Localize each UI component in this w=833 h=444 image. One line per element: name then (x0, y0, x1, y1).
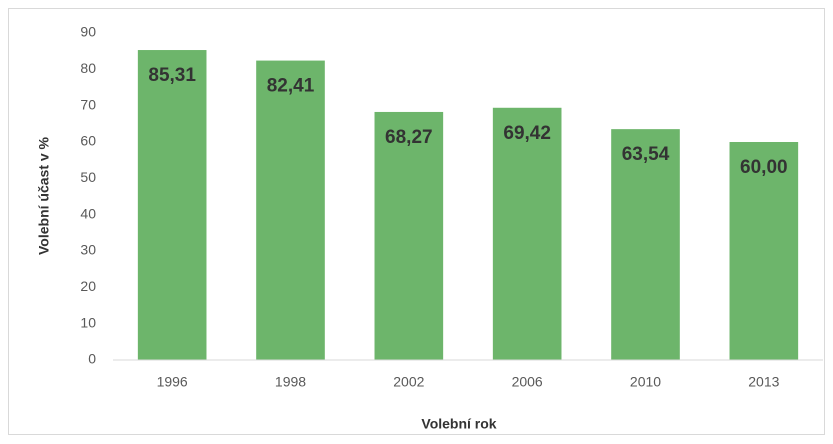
y-tick-label: 40 (80, 205, 96, 221)
y-tick-label: 90 (80, 24, 96, 40)
y-tick-label: 10 (80, 314, 96, 330)
y-tick-label: 20 (80, 278, 96, 294)
y-tick-label: 30 (80, 242, 96, 258)
bar (137, 50, 207, 360)
x-tick-label: 2002 (393, 374, 424, 390)
x-tick-label: 2013 (748, 374, 779, 390)
x-tick-label: 2006 (512, 374, 543, 390)
y-tick-label: 50 (80, 169, 96, 185)
value-label: 82,41 (267, 76, 315, 97)
bar (492, 107, 562, 360)
y-tick-label: 80 (80, 60, 96, 76)
bar (611, 129, 680, 360)
x-axis-title: Volební rok (421, 416, 496, 432)
bar (256, 60, 325, 361)
y-tick-label: 60 (80, 133, 96, 149)
bar (729, 142, 799, 360)
value-label: 69,42 (503, 123, 551, 144)
value-label: 85,31 (148, 65, 196, 86)
y-tick-label: 0 (88, 351, 96, 367)
x-tick-label: 1996 (157, 374, 188, 390)
value-label: 68,27 (385, 127, 433, 148)
value-label: 63,54 (622, 144, 670, 165)
y-axis-title: Volební účast v % (36, 136, 52, 255)
value-label: 60,00 (740, 157, 788, 178)
y-tick-label: 70 (80, 96, 96, 112)
x-tick-label: 1998 (275, 374, 306, 390)
bar (374, 111, 444, 360)
x-tick-label: 2010 (630, 374, 661, 390)
